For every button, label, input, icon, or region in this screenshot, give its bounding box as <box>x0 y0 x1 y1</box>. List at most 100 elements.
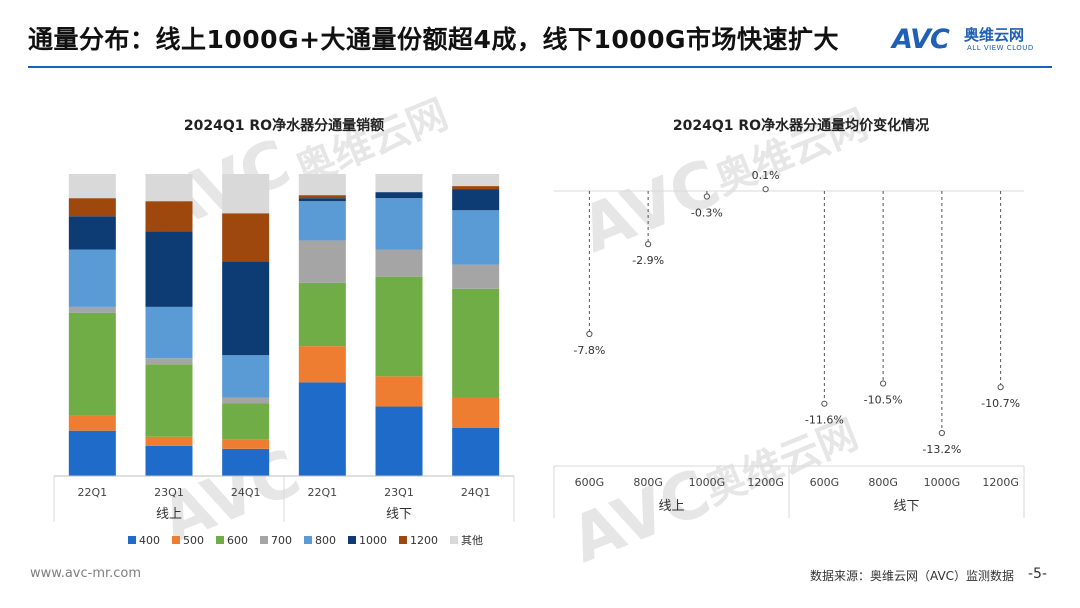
bar-segment-1200-1 <box>145 201 193 232</box>
page-title: 通量分布：线上1000G+大通量份额超4成，线下1000G市场快速扩大 <box>28 25 840 54</box>
legend-swatch-600 <box>216 536 224 544</box>
footer-url[interactable]: www.avc-mr.com <box>30 566 142 581</box>
bar-segment-1000-3 <box>298 198 346 202</box>
price-category-label: 600G <box>810 476 840 489</box>
bar-category-label: 23Q1 <box>154 486 184 499</box>
bar-segment-1200-3 <box>298 195 346 199</box>
bar-segment-1200-5 <box>452 186 500 190</box>
logo-mark: AVC <box>892 24 950 55</box>
bar-category-label: 24Q1 <box>231 486 261 499</box>
price-category-label: 800G <box>868 476 898 489</box>
price-label-0: -7.8% <box>573 344 605 357</box>
bar-segment-800-5 <box>452 210 500 265</box>
footer-source: 数据来源：奥维云网（AVC）监测数据 <box>810 569 1015 583</box>
price-point-5 <box>880 380 887 387</box>
legend-swatch-700 <box>260 536 268 544</box>
bar-segment-other-2 <box>222 174 270 214</box>
bar-category-label: 22Q1 <box>308 486 338 499</box>
bar-segment-400-3 <box>298 382 346 476</box>
bar-segment-600-5 <box>452 288 500 398</box>
bar-segment-1200-2 <box>222 213 270 262</box>
bar-segment-800-3 <box>298 201 346 241</box>
bar-segment-500-1 <box>145 436 193 446</box>
legend-swatch-1200 <box>399 536 407 544</box>
bar-segment-400-1 <box>145 445 193 476</box>
legend-swatch-400 <box>128 536 136 544</box>
legend-label-700: 700 <box>271 534 292 547</box>
bar-group-label: 线上 <box>156 507 182 522</box>
price-point-1 <box>645 241 652 248</box>
price-category-label: 1200G <box>747 476 784 489</box>
bar-segment-1000-0 <box>68 216 116 250</box>
bar-segment-700-1 <box>145 358 193 365</box>
legend-label-1200: 1200 <box>410 534 438 547</box>
bar-segment-400-2 <box>222 448 270 476</box>
price-label-4: -11.6% <box>805 414 844 427</box>
bar-category-label: 24Q1 <box>461 486 491 499</box>
logo-cn: 奥维云网 <box>964 26 1025 44</box>
price-chart-title: 2024Q1 RO净水器分通量均价变化情况 <box>673 117 929 134</box>
bar-segment-400-4 <box>375 406 423 476</box>
legend-label-1000: 1000 <box>359 534 387 547</box>
price-label-7: -10.7% <box>981 397 1020 410</box>
bar-segment-700-2 <box>222 397 270 404</box>
bar-segment-1000-2 <box>222 261 270 356</box>
logo-en: ALL VIEW CLOUD <box>967 44 1034 52</box>
legend-swatch-500 <box>172 536 180 544</box>
price-point-4 <box>821 400 828 407</box>
legend-label-400: 400 <box>139 534 160 547</box>
bar-segment-600-0 <box>68 312 116 416</box>
legend-label-500: 500 <box>183 534 204 547</box>
bar-segment-700-0 <box>68 306 116 313</box>
price-category-label: 1200G <box>982 476 1019 489</box>
price-label-6: -13.2% <box>922 443 961 456</box>
bar-segment-1000-4 <box>375 192 423 199</box>
page-number: -5- <box>1028 566 1048 582</box>
bar-segment-other-0 <box>68 174 116 199</box>
title-rule <box>28 66 1052 68</box>
bar-segment-800-1 <box>145 306 193 359</box>
price-category-label: 600G <box>575 476 605 489</box>
bar-segment-700-4 <box>375 249 423 277</box>
price-category-label: 1000G <box>689 476 726 489</box>
price-point-6 <box>938 429 945 437</box>
bar-segment-500-2 <box>222 439 270 449</box>
price-label-5: -10.5% <box>864 394 903 407</box>
price-point-7 <box>997 384 1004 391</box>
price-point-2 <box>703 193 710 200</box>
price-label-3: 0.1% <box>752 169 780 182</box>
legend-swatch-other <box>450 536 458 544</box>
legend-label-other: 其他 <box>461 534 483 547</box>
bar-segment-600-1 <box>145 364 193 437</box>
bar-segment-600-2 <box>222 403 270 440</box>
bar-segment-600-3 <box>298 282 346 347</box>
avc-logo: AVC 奥维云网 ALL VIEW CLOUD <box>892 22 1062 62</box>
bar-segment-600-4 <box>375 276 423 377</box>
bar-chart-title: 2024Q1 RO净水器分通量销额 <box>184 117 384 134</box>
bar-category-label: 22Q1 <box>78 486 108 499</box>
legend-swatch-800 <box>304 536 312 544</box>
bar-segment-500-4 <box>375 376 423 407</box>
bar-segment-other-3 <box>298 174 346 196</box>
bar-segment-1200-0 <box>68 198 116 217</box>
legend-label-800: 800 <box>315 534 336 547</box>
bar-segment-1000-1 <box>145 231 193 307</box>
bar-segment-500-0 <box>68 415 116 431</box>
bar-segment-400-5 <box>452 427 500 476</box>
bar-segment-1000-5 <box>452 189 500 211</box>
bar-segment-500-5 <box>452 397 500 428</box>
bar-segment-500-3 <box>298 346 346 383</box>
price-group-label: 线下 <box>893 499 919 514</box>
bar-category-label: 23Q1 <box>384 486 414 499</box>
bar-segment-other-1 <box>145 174 193 202</box>
legend-swatch-1000 <box>348 536 356 544</box>
price-category-label: 1000G <box>924 476 961 489</box>
price-label-1: -2.9% <box>632 254 664 267</box>
price-point-0 <box>586 330 593 338</box>
price-group-label: 线上 <box>658 499 684 514</box>
price-category-label: 800G <box>633 476 663 489</box>
bar-group-label: 线下 <box>386 507 412 522</box>
bar-segment-800-0 <box>68 249 116 307</box>
legend-label-600: 600 <box>227 534 248 547</box>
bar-segment-800-4 <box>375 198 423 250</box>
